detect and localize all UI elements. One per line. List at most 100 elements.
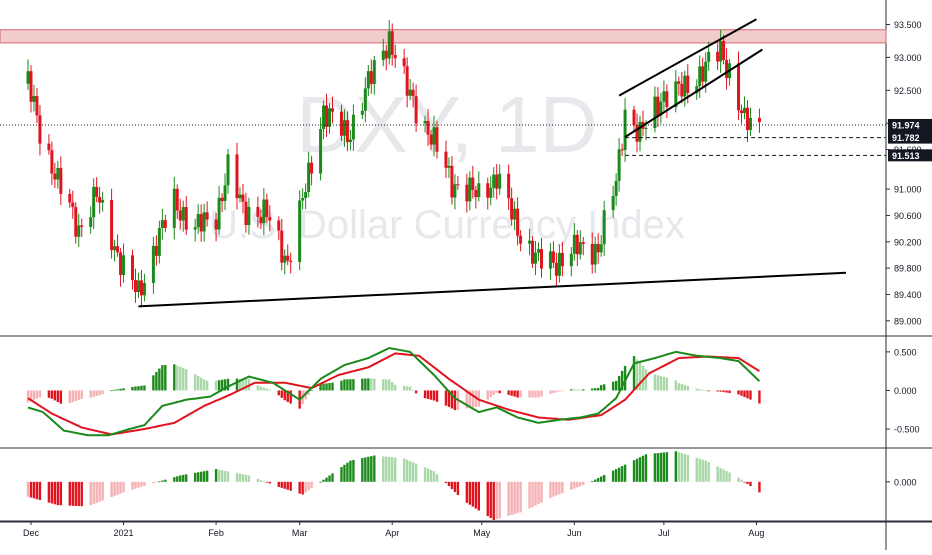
candle-body	[322, 105, 326, 130]
price-tick-label: 93.000	[894, 53, 922, 63]
candle-body	[465, 184, 469, 202]
oscillator-bar	[262, 481, 266, 482]
macd-histogram-bar	[122, 388, 125, 391]
macd-histogram-bar	[223, 379, 227, 391]
candle-body	[513, 208, 517, 220]
candle-body	[157, 228, 161, 256]
oscillator-bar	[92, 481, 95, 505]
macd-histogram-bar	[468, 390, 472, 408]
macd-histogram-bar	[513, 390, 516, 397]
oscillator-bar	[35, 481, 39, 500]
macd-histogram-bar	[594, 388, 597, 391]
oscillator-bar	[346, 462, 349, 482]
macd-histogram-bar	[262, 387, 266, 391]
oscillator-bar	[558, 481, 561, 495]
macd-histogram-bar	[238, 378, 242, 391]
trendline-2[interactable]	[618, 18, 757, 97]
oscillator-bar	[749, 481, 752, 487]
oscillator-bar	[513, 481, 516, 515]
macd-tick-label: 0.500	[894, 347, 917, 357]
oscillator-bar	[119, 481, 122, 494]
oscillator-bar	[594, 479, 597, 482]
oscillator-bar	[74, 481, 77, 506]
oscillator-bar	[140, 481, 143, 487]
macd-histogram-bar	[89, 390, 92, 398]
oscillator-bar	[519, 481, 522, 513]
oscillator-bar	[686, 455, 689, 482]
oscillator-bar	[155, 481, 158, 483]
resistance-zone[interactable]	[0, 29, 887, 44]
oscillator-bar	[695, 457, 698, 482]
macd-histogram-bar	[638, 362, 642, 391]
macd-histogram-bar	[35, 390, 39, 399]
macd-histogram-bar	[277, 390, 280, 396]
oscillator-bar	[507, 481, 510, 516]
candle-body	[262, 199, 266, 224]
macd-histogram-bar	[394, 384, 397, 391]
candle-body	[444, 151, 448, 168]
candle-body	[310, 162, 314, 174]
trendlines[interactable]	[138, 18, 847, 308]
macd-histogram-bar	[725, 390, 728, 393]
candle-body	[113, 246, 117, 251]
oscillator-bar	[737, 477, 740, 482]
candle-body	[223, 185, 227, 202]
oscillator-bar	[725, 471, 728, 482]
candle-body	[369, 71, 373, 84]
candle-body	[29, 71, 33, 102]
oscillator-bar	[579, 481, 582, 487]
oscillator-bar	[597, 478, 600, 482]
candle-body	[372, 60, 376, 84]
macd-histogram-bar	[110, 390, 113, 392]
oscillator-bar	[498, 481, 501, 519]
price-tag-box	[888, 149, 932, 162]
macd-histogram-bar	[519, 390, 522, 398]
candle-body	[748, 117, 752, 131]
macd-histogram-bar	[704, 390, 707, 392]
oscillator-bar	[644, 454, 648, 482]
macd-histogram-bar	[113, 389, 116, 391]
oscillator-bar	[289, 481, 292, 491]
oscillator-bar	[32, 481, 36, 499]
trendline-3[interactable]	[624, 48, 763, 138]
macd-histogram-bar	[319, 384, 322, 391]
price-tick-label: 90.200	[894, 237, 922, 247]
candle-body	[304, 191, 308, 198]
oscillator-bar	[429, 469, 433, 482]
oscillator-bar	[555, 481, 558, 496]
macd-histogram-bar	[659, 376, 663, 391]
macd-histogram-bar	[382, 379, 385, 391]
hist-tick-label: 0.000	[894, 477, 917, 487]
macd-histogram-bar	[364, 378, 367, 391]
candle-body	[339, 111, 343, 136]
oscillator-bar	[235, 473, 239, 482]
macd-histogram-bar	[74, 390, 77, 402]
oscillator-bar	[244, 474, 248, 482]
macd-histogram-bar	[98, 390, 101, 396]
oscillator-bar	[632, 460, 636, 482]
oscillator-bar	[537, 481, 540, 505]
oscillator-bar	[152, 481, 155, 484]
oscillator-bar	[298, 481, 301, 494]
candle-body	[596, 243, 600, 253]
trendline-1[interactable]	[138, 271, 847, 308]
candle-body	[214, 219, 218, 230]
macd-histogram-bar	[549, 390, 552, 394]
macd-histogram-bar	[707, 390, 710, 392]
oscillator-bar	[665, 452, 669, 482]
macd-histogram-bar	[737, 390, 740, 395]
candle-body	[716, 51, 720, 62]
macd-histogram-bar	[164, 364, 167, 391]
macd-histogram-bar	[92, 390, 95, 397]
candle-body	[740, 110, 744, 114]
macd-histogram-bar	[307, 390, 310, 395]
candle-body	[719, 40, 723, 62]
macd-histogram-bar	[286, 390, 289, 402]
candle-body	[301, 197, 305, 201]
oscillator-bar	[677, 452, 681, 482]
candle-body	[256, 206, 260, 217]
candle-body	[393, 54, 397, 59]
